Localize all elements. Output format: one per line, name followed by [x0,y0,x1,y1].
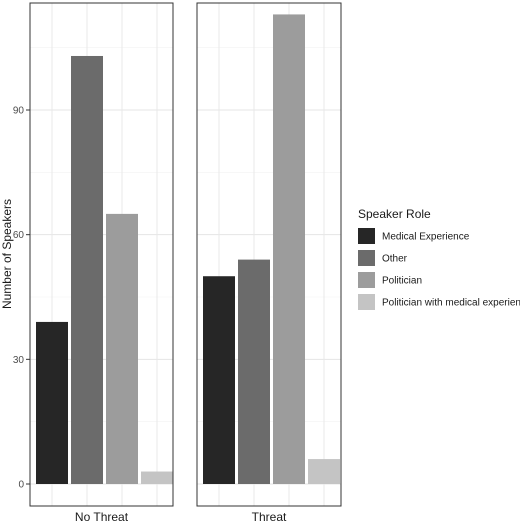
y-tick-label: 60 [13,230,25,241]
bar [36,321,68,484]
legend-key [358,250,375,266]
legend-key [358,228,375,244]
facet-panel: No Threat [29,2,174,524]
legend-label: Politician with medical experience [382,298,520,309]
facet-label: No Threat [75,510,129,524]
legend: Speaker Role Medical Experience Other Poli… [358,207,520,310]
y-tick-label: 30 [13,355,25,366]
panel-border [196,2,342,507]
bar [308,459,340,484]
bar [238,259,270,484]
panel-border [29,2,174,507]
facet-panel: Threat [196,2,342,524]
legend-key [358,294,375,310]
y-tick-label: 90 [13,106,25,117]
legend-title: Speaker Role [358,207,431,221]
legend-label: Medical Experience [382,232,470,243]
legend-label: Politician [382,276,422,287]
bar [273,14,305,485]
y-axis-title: Number of Speakers [0,199,14,309]
y-tick-label: 0 [18,480,24,491]
bar [106,213,138,484]
legend-key [358,272,375,288]
facet-label: Threat [252,510,287,524]
bar [203,276,235,484]
y-axis: 0 30 60 90 [13,106,30,491]
legend-label: Other [382,254,408,265]
bar [71,55,103,484]
facet-panels: No Threat Threat [29,2,342,524]
bar [141,471,173,484]
